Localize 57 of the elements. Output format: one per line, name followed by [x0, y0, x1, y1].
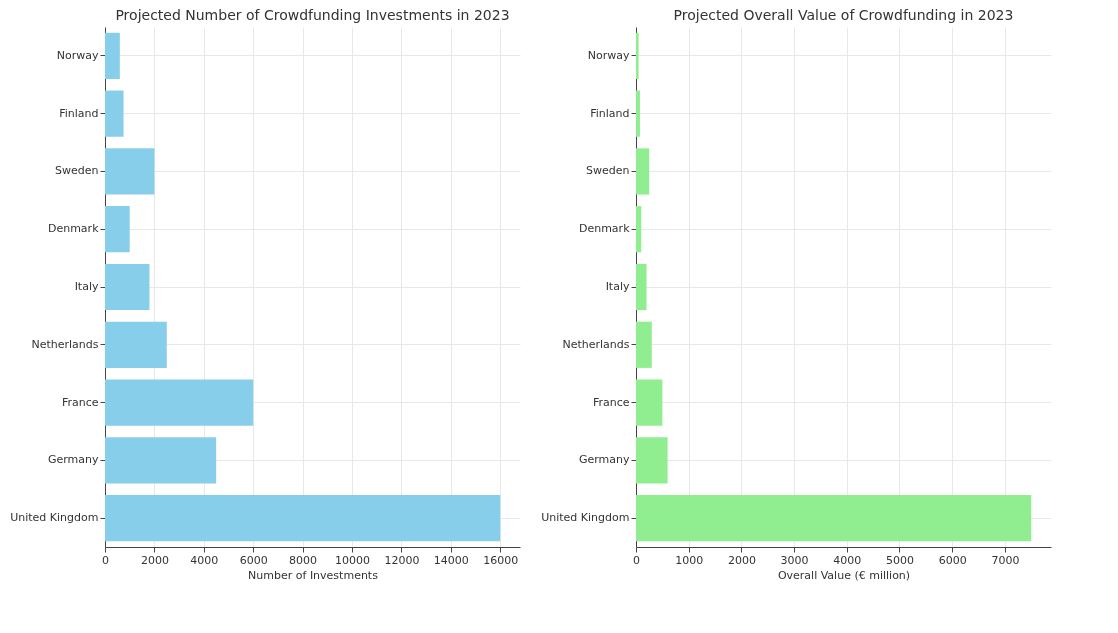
bar — [105, 437, 217, 484]
chart-title: Projected Overall Value of Crowdfunding in 2023 — [673, 7, 1014, 23]
x-tick-label: 1000 — [675, 553, 704, 567]
y-tick-label: Denmark — [47, 222, 100, 236]
x-tick-label: 0 — [102, 553, 109, 567]
x-tick-label: 6000 — [239, 553, 268, 567]
bar — [636, 495, 1032, 542]
x-axis-title: Number of Investments — [248, 568, 379, 582]
chart-title: Projected Number of Crowdfunding Investments in 2023 — [115, 7, 510, 23]
bar — [105, 263, 150, 311]
y-tick-label: Finland — [59, 106, 99, 120]
bar — [636, 206, 642, 253]
x-tick-label: 16000 — [483, 553, 519, 567]
x-tick-label: 8000 — [289, 553, 318, 567]
y-tick-label: Finland — [590, 106, 630, 120]
y-tick-label: France — [61, 395, 99, 409]
x-tick-label: 4000 — [833, 553, 862, 567]
x-tick-label: 14000 — [433, 553, 469, 567]
y-tick-label: Italy — [74, 280, 99, 293]
bar — [636, 437, 668, 484]
y-tick-label: Denmark — [578, 222, 631, 236]
y-tick-label: Netherlands — [31, 337, 99, 351]
y-tick-label: Germany — [47, 453, 99, 467]
bar — [105, 206, 130, 253]
bar — [636, 379, 663, 426]
y-tick-label: United Kingdom — [541, 511, 630, 525]
bar — [105, 32, 120, 79]
y-tick-label: Sweden — [55, 164, 99, 178]
x-tick-label: 6000 — [938, 553, 967, 567]
x-axis-title: Overall Value (€ million) — [777, 568, 911, 582]
x-tick-label: 0 — [633, 553, 640, 567]
x-tick-label: 7000 — [991, 553, 1020, 567]
y-tick-label: Norway — [56, 48, 99, 62]
y-tick-label: Norway — [587, 48, 630, 62]
bar — [105, 379, 254, 426]
y-tick-label: France — [592, 395, 630, 409]
x-tick-label: 12000 — [384, 553, 420, 567]
y-tick-label: United Kingdom — [10, 511, 99, 525]
x-tick-label: 3000 — [780, 553, 809, 567]
y-tick-label: Netherlands — [562, 337, 630, 351]
bar — [105, 148, 155, 195]
x-tick-label: 4000 — [190, 553, 219, 567]
x-tick-label: 2000 — [140, 553, 169, 567]
y-tick-label: Sweden — [586, 164, 630, 178]
y-tick-label: Germany — [578, 453, 630, 467]
y-tick-label: Italy — [605, 280, 630, 293]
bar — [105, 90, 124, 137]
bar — [636, 90, 640, 137]
x-tick-label: 2000 — [727, 553, 756, 567]
bar — [105, 495, 501, 542]
x-tick-label: 5000 — [885, 553, 914, 567]
bar — [636, 263, 647, 311]
bar — [636, 148, 650, 195]
bar — [636, 321, 652, 368]
bar — [105, 321, 167, 368]
x-tick-label: 10000 — [335, 553, 371, 567]
bar — [636, 32, 639, 79]
